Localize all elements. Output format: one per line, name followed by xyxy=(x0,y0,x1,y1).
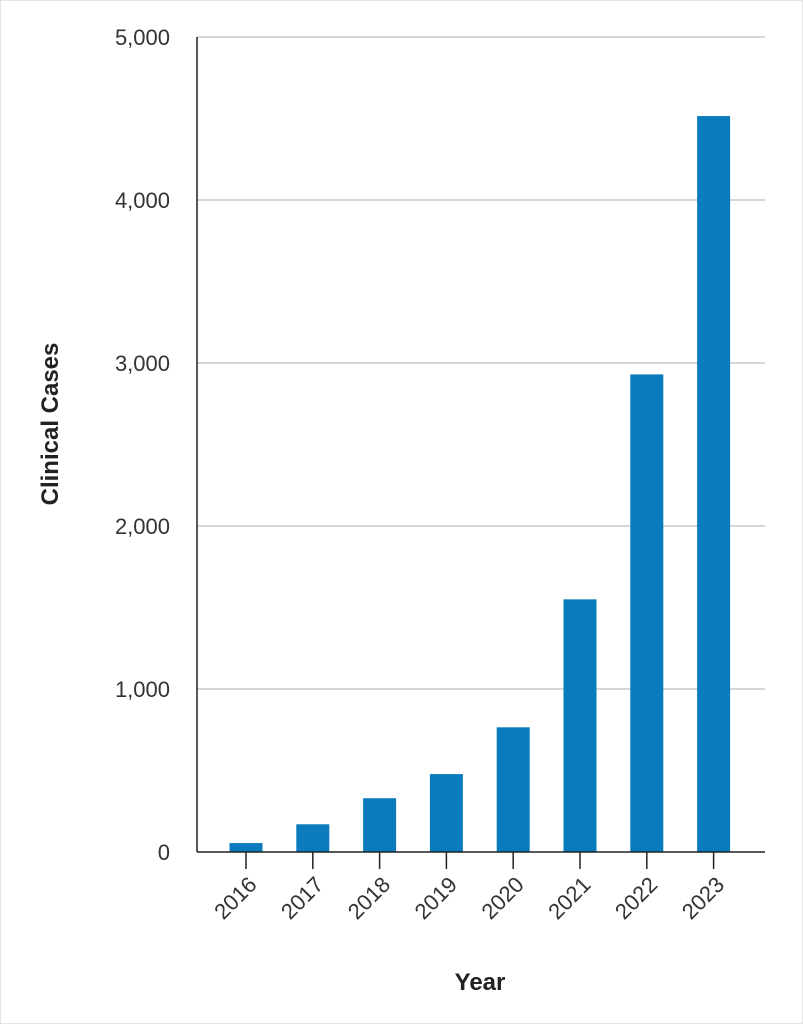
x-tick-label: 2017 xyxy=(276,872,328,924)
y-tick-label: 4,000 xyxy=(115,188,170,213)
x-tick-label: 2023 xyxy=(677,872,729,924)
bar-2019 xyxy=(429,774,463,852)
bar-2022 xyxy=(630,374,664,852)
x-axis-ticks: 2016 2017 2018 2019 2020 2021 2022 2023 xyxy=(209,852,729,924)
y-axis-title: Clinical Cases xyxy=(37,343,64,506)
y-tick-label: 5,000 xyxy=(115,25,170,50)
y-tick-label: 2,000 xyxy=(115,514,170,539)
x-tick-label: 2022 xyxy=(610,872,662,924)
x-tick-label: 2016 xyxy=(209,872,261,924)
gridlines xyxy=(197,36,765,690)
bar-2016 xyxy=(229,843,263,852)
bar-2020 xyxy=(496,727,530,852)
x-tick-label: 2020 xyxy=(476,872,528,924)
bar-2023 xyxy=(697,116,731,853)
bar-2018 xyxy=(363,798,397,852)
x-tick-label: 2018 xyxy=(343,872,395,924)
x-tick-label: 2019 xyxy=(410,872,462,924)
y-tick-label: 0 xyxy=(158,840,170,865)
bars xyxy=(229,116,731,853)
x-tick-label: 2021 xyxy=(543,872,595,924)
axes xyxy=(196,37,765,853)
bar-2017 xyxy=(296,824,330,852)
x-axis-title: Year xyxy=(455,969,506,996)
y-tick-label: 1,000 xyxy=(115,677,170,702)
y-tick-label: 3,000 xyxy=(115,351,170,376)
y-axis-ticks: 0 1,000 2,000 3,000 4,000 5,000 xyxy=(115,25,170,865)
bar-2021 xyxy=(563,599,597,852)
